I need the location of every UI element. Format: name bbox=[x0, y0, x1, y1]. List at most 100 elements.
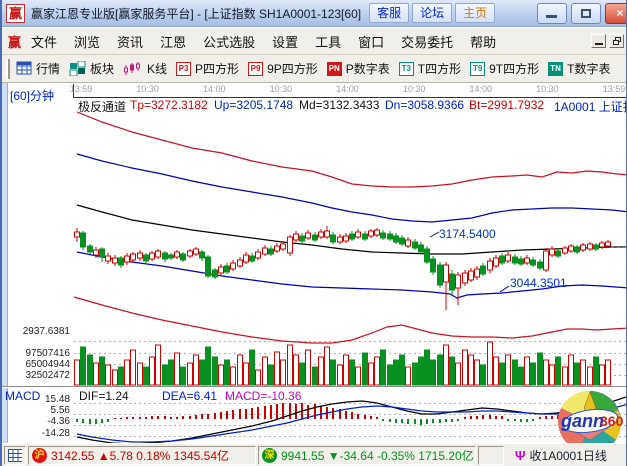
macd-axis-label: 15.48 bbox=[44, 394, 70, 405]
toolbar-p3-button[interactable]: P3 P四方形 bbox=[176, 60, 239, 77]
macd-lines bbox=[76, 396, 626, 443]
t9-icon: T9 bbox=[470, 61, 486, 76]
time-tick: 10:30 bbox=[136, 84, 159, 94]
minimize-button[interactable] bbox=[537, 3, 567, 24]
toolbar-quotes-button[interactable]: 行情 bbox=[16, 60, 60, 77]
home-button[interactable]: 主页 bbox=[455, 3, 496, 23]
menu-browse[interactable]: 浏览 bbox=[74, 34, 101, 50]
candlestick-series bbox=[74, 226, 611, 310]
price-axis-label: 2937.6381 bbox=[22, 326, 70, 337]
restore-icon bbox=[581, 9, 591, 18]
app-logo-icon: 赢 bbox=[6, 3, 25, 23]
table-grid-icon bbox=[8, 448, 22, 462]
menu-formula-stockpick[interactable]: 公式选股 bbox=[203, 34, 256, 50]
svg-text:360: 360 bbox=[600, 413, 624, 429]
menu-settings[interactable]: 设置 bbox=[272, 34, 299, 50]
menu-help[interactable]: 帮助 bbox=[470, 34, 497, 50]
time-tick: 14:00 bbox=[202, 84, 226, 94]
mdi-minimize-icon bbox=[595, 43, 603, 45]
time-tick: 13:59 bbox=[69, 84, 93, 94]
shanghai-index-quote: 3142.55 ▲5.78 0.18% 1345.54亿 bbox=[51, 448, 230, 463]
toolbar-t9-button[interactable]: T9 9T四方形 bbox=[470, 60, 539, 77]
shanghai-index-panel[interactable]: 沪 3142.55 ▲5.78 0.18% 1345.54亿 bbox=[28, 445, 256, 465]
toolbar-grip bbox=[6, 58, 10, 79]
kline-icon bbox=[124, 62, 141, 75]
receive-status-text: 收1A0001日线 bbox=[529, 448, 607, 463]
toolbar-pn-button[interactable]: PN P数字表 bbox=[326, 61, 390, 76]
sector-blocks-icon bbox=[69, 61, 86, 76]
status-empty-box bbox=[478, 445, 504, 465]
svg-text:gann: gann bbox=[560, 411, 604, 431]
time-tick: 10:30 bbox=[402, 84, 426, 94]
shenzhen-icon: 深 bbox=[262, 447, 277, 463]
price-callout-high: 3174.5400 bbox=[439, 227, 496, 241]
channel-lines bbox=[73, 111, 626, 344]
macd-axis-label: -14.28 bbox=[41, 428, 70, 439]
forum-button[interactable]: 论坛 bbox=[412, 3, 453, 23]
menu-gann[interactable]: 江恩 bbox=[160, 34, 187, 50]
p3-icon: P3 bbox=[176, 61, 192, 76]
macd-value: MACD=-10.36 bbox=[225, 389, 302, 403]
quote-grid-icon bbox=[16, 61, 32, 75]
tn-icon: TN bbox=[548, 61, 564, 76]
chart-panel: [60]分钟 13:59 10:30 14:00 10:30 14:00 10:… bbox=[2, 83, 627, 454]
mdi-left-border bbox=[2, 83, 8, 443]
macd-axis-label: 5.56 bbox=[50, 405, 70, 416]
time-axis: 13:59 10:30 14:00 10:30 14:00 10:30 14:0… bbox=[66, 84, 626, 94]
param-md: Md=3132.3433 bbox=[299, 98, 380, 112]
price-callout-low: 3044.3501 bbox=[510, 276, 567, 290]
toolbar-p9-button[interactable]: P9 9P四方形 bbox=[248, 60, 318, 77]
volume-axis-label: 65004944 bbox=[25, 359, 71, 370]
time-tick: 13:59 bbox=[602, 84, 626, 94]
volume-axis-label: 97507416 bbox=[25, 348, 71, 359]
menu-trade[interactable]: 交易委托 bbox=[401, 34, 454, 50]
window-title: 赢家江恩专业版[赢家服务平台] - [上证指数 SH1A0001-123[60] bbox=[31, 6, 362, 21]
close-button[interactable]: × bbox=[605, 3, 626, 24]
time-tick: 14:00 bbox=[336, 84, 359, 94]
macd-panel-label: MACD bbox=[5, 389, 41, 403]
title-bar: 赢 赢家江恩专业版[赢家服务平台] - [上证指数 SH1A0001-123[6… bbox=[2, 0, 626, 27]
mdi-minimize-button[interactable] bbox=[591, 34, 606, 48]
menu-news[interactable]: 资讯 bbox=[117, 34, 144, 50]
param-dn: Dn=3058.9366 bbox=[385, 98, 465, 112]
mdi-restore-button[interactable] bbox=[609, 34, 624, 48]
volume-axis-label: 32502472 bbox=[25, 370, 71, 381]
statusbar-grid-button[interactable] bbox=[4, 445, 26, 465]
symbol-label: 1A0001 上证指数 bbox=[554, 100, 626, 114]
antenna-icon: Ψ bbox=[515, 447, 526, 463]
toolbar-kline-button[interactable]: K线 bbox=[123, 60, 167, 77]
time-tick: 14:00 bbox=[469, 84, 493, 94]
toolbar-tn-button[interactable]: TN T数字表 bbox=[548, 60, 610, 77]
minimize-icon bbox=[546, 15, 557, 18]
macd-histogram bbox=[76, 403, 609, 425]
customer-service-button[interactable]: 客服 bbox=[369, 3, 410, 23]
shanghai-icon: 沪 bbox=[32, 447, 47, 463]
time-tick: 10:30 bbox=[269, 84, 293, 94]
menu-logo-icon: 赢 bbox=[8, 34, 22, 50]
time-tick: 10:30 bbox=[536, 84, 559, 94]
p9-icon: P9 bbox=[248, 61, 264, 76]
period-label: [60]分钟 bbox=[10, 89, 55, 103]
restore-button[interactable] bbox=[571, 3, 601, 24]
param-up: Up=3205.1748 bbox=[214, 98, 294, 112]
shenzhen-index-panel[interactable]: 深 9941.55 ▼-34.64 -0.35% 1715.20亿 bbox=[258, 445, 476, 465]
indicator-name: 极反通道 bbox=[78, 100, 127, 114]
menu-bar: 赢 文件 浏览 资讯 江恩 公式选股 设置 工具 窗口 交易委托 帮助 bbox=[2, 28, 626, 55]
pn-icon: PN bbox=[326, 61, 342, 76]
macd-axis-label: -4.36 bbox=[47, 416, 70, 427]
toolbar-sectors-button[interactable]: 板块 bbox=[69, 60, 114, 77]
shenzhen-index-quote: 9941.55 ▼-34.64 -0.35% 1715.20亿 bbox=[281, 448, 474, 463]
param-tp: Tp=3272.3182 bbox=[130, 98, 208, 112]
toolbar: 行情 板块 K线 P3 P四方形 P9 9P四方形 PN P数字表 T3 T四方… bbox=[2, 55, 626, 83]
menu-file[interactable]: 文件 bbox=[31, 34, 58, 50]
dif-value: DIF=1.24 bbox=[79, 389, 129, 403]
chart-canvas[interactable] bbox=[2, 83, 627, 443]
t3-icon: T3 bbox=[398, 61, 414, 76]
param-bt: Bt=2991.7932 bbox=[469, 98, 545, 112]
dea-value: DEA=6.41 bbox=[162, 389, 218, 403]
toolbar-t3-button[interactable]: T3 T四方形 bbox=[398, 60, 461, 77]
menu-tools[interactable]: 工具 bbox=[315, 34, 342, 50]
menu-window[interactable]: 窗口 bbox=[358, 34, 385, 50]
status-bar: 沪 3142.55 ▲5.78 0.18% 1345.54亿 深 9941.55… bbox=[2, 443, 626, 466]
